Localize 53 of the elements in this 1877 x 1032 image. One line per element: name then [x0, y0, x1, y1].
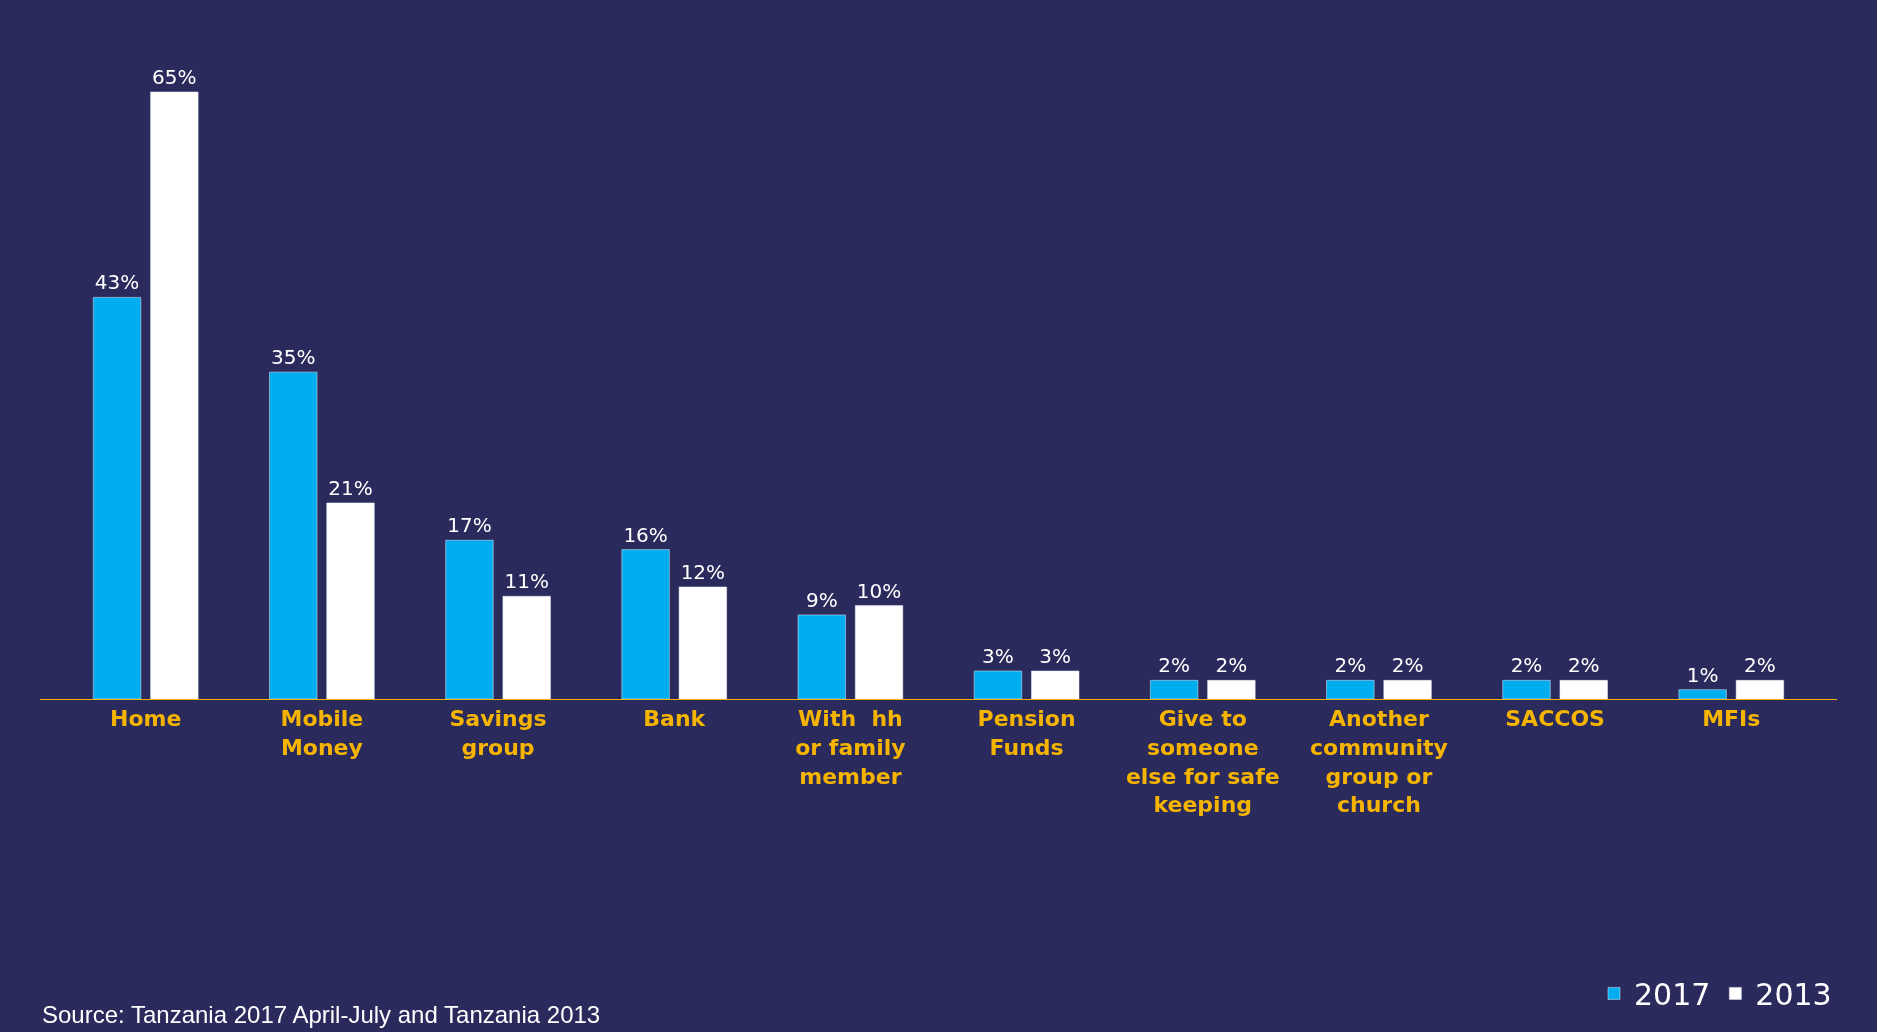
source-note: Source: Tanzania 2017 April-July and Tanzania 2013: [42, 1001, 601, 1028]
bar: [326, 502, 375, 699]
data-label: 3%: [1039, 643, 1072, 668]
bar: [1150, 680, 1199, 699]
data-label: 17%: [447, 513, 492, 538]
data-label: 2%: [1215, 653, 1248, 678]
bar: [1678, 689, 1727, 699]
bar: [1559, 680, 1608, 699]
bar: [1383, 680, 1432, 699]
data-label: 2%: [1567, 653, 1600, 678]
bar: [1326, 680, 1375, 699]
bar: [1207, 680, 1256, 699]
data-label: 2%: [1158, 653, 1190, 678]
data-label: 65%: [152, 64, 197, 89]
x-tick-label: SACCOS: [1505, 706, 1605, 732]
bar: [973, 670, 1022, 699]
x-tick-label: Bank: [643, 706, 707, 732]
bar: [502, 596, 551, 699]
data-label: 21%: [328, 475, 373, 500]
legend-label: 2013: [1755, 977, 1832, 1013]
bar: [797, 614, 846, 699]
data-label: 3%: [982, 643, 1014, 668]
bar: [1502, 680, 1551, 699]
data-label: 43%: [94, 270, 140, 295]
data-label: 35%: [271, 345, 316, 370]
bar: [1735, 680, 1784, 699]
bar: [269, 371, 318, 699]
data-label: 2%: [1334, 653, 1367, 678]
data-label: 1%: [1686, 662, 1719, 687]
bar: [621, 549, 670, 699]
data-label: 16%: [623, 522, 668, 547]
data-label: 2%: [1510, 653, 1543, 678]
x-tick-label: Give to someone else for safe keeping: [1125, 706, 1280, 818]
x-tick-label: Home: [110, 706, 182, 732]
data-label: 2%: [1744, 653, 1776, 678]
bar: [855, 605, 904, 699]
bar: [445, 539, 494, 699]
x-tick-label: With hh or family member: [795, 706, 906, 789]
data-label: 12%: [680, 559, 726, 584]
bar: [93, 297, 142, 699]
legend-label: 2017: [1634, 977, 1711, 1013]
data-label: 10%: [856, 578, 902, 603]
data-label: 9%: [805, 587, 838, 612]
bar: [678, 586, 727, 699]
x-tick-label: Savings group: [449, 706, 547, 760]
x-tick-label: Another community group or church: [1310, 706, 1448, 818]
bar: [150, 91, 199, 699]
x-tick-label: Pension Funds: [977, 706, 1076, 760]
data-label: 2%: [1391, 653, 1424, 678]
data-label: 11%: [504, 569, 549, 594]
x-tick-label: Mobile Money: [280, 706, 364, 760]
bar: [1031, 670, 1080, 699]
x-tick-label: MFIs: [1702, 706, 1761, 732]
